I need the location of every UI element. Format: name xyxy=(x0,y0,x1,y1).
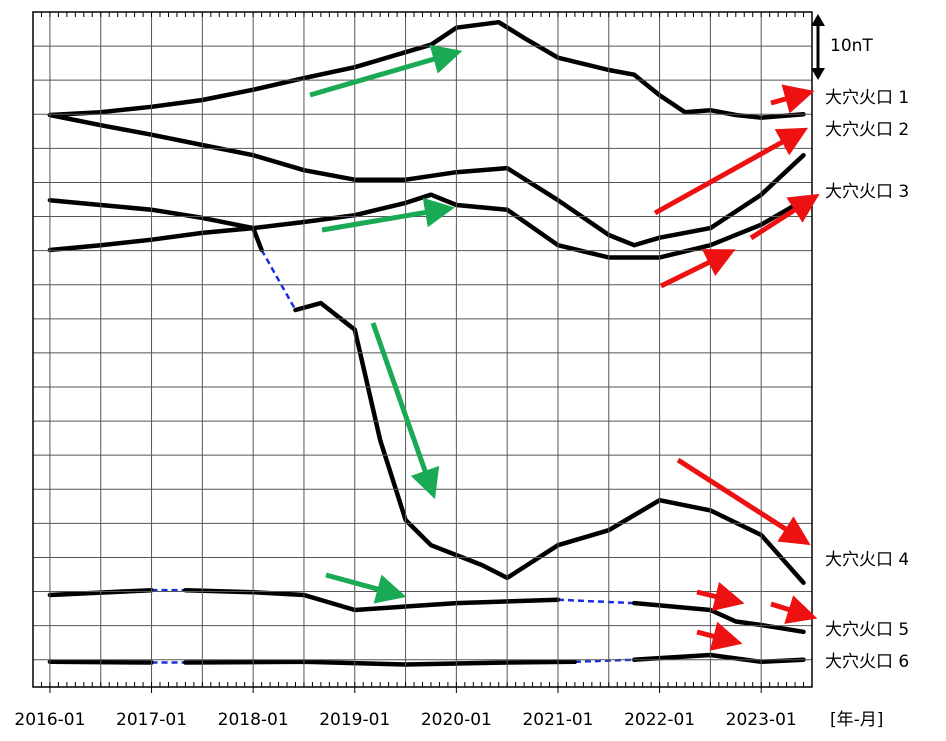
red-arrow xyxy=(676,457,811,546)
red-arrow xyxy=(696,621,743,651)
series: 大穴火口 5 xyxy=(47,587,909,640)
legend-label: 大穴火口 2 xyxy=(825,120,909,140)
legend-label: 大穴火口 5 xyxy=(825,620,909,640)
red-arrow xyxy=(659,249,736,289)
legend-label: 大穴火口 1 xyxy=(825,88,909,108)
scale-label: 10nT xyxy=(830,36,873,56)
series: 大穴火口 3 xyxy=(47,182,909,260)
legend-label: 大穴火口 4 xyxy=(825,550,909,570)
series: 大穴火口 4 xyxy=(47,197,909,585)
green-arrow xyxy=(321,197,455,233)
scale-bar-arrowhead xyxy=(811,14,825,26)
red-arrow xyxy=(696,581,745,612)
series: 大穴火口 1 xyxy=(47,19,909,120)
scale-bar-arrowhead xyxy=(811,68,825,80)
red-arrow xyxy=(770,595,818,624)
green-arrow xyxy=(309,44,463,98)
x-axis-label: [年-月] xyxy=(830,710,883,730)
trend-arrows xyxy=(309,44,820,651)
red-arrow xyxy=(653,127,809,216)
green-arrow xyxy=(370,322,440,500)
series: 大穴火口 6 xyxy=(47,652,909,672)
red-arrow xyxy=(749,193,820,241)
red-arrow xyxy=(770,84,815,114)
series-line xyxy=(47,192,806,260)
x-tick-labels: 2016-01 2017-01 2018-01 2019-01 2020-01 2021-… xyxy=(14,687,797,730)
legend-label: 大穴火口 6 xyxy=(825,652,909,672)
x-tick-label: 2018-01 xyxy=(218,710,289,730)
x-tick-label: 2017-01 xyxy=(116,710,187,730)
x-tick-label: 2023-01 xyxy=(726,710,797,730)
x-tick-label: 2021-01 xyxy=(522,710,593,730)
grid xyxy=(32,12,813,687)
series-line xyxy=(47,112,806,248)
plot-frame xyxy=(32,11,813,688)
scale-bar xyxy=(811,14,825,80)
x-tick-label: 2022-01 xyxy=(624,710,695,730)
interpolated-gap xyxy=(557,598,635,605)
series: 大穴火口 2 xyxy=(47,112,909,248)
series-line xyxy=(47,197,806,585)
series-line xyxy=(47,19,806,120)
legend-label: 大穴火口 3 xyxy=(825,182,909,202)
x-tick-label: 2019-01 xyxy=(319,710,390,730)
interpolated-gap xyxy=(260,249,297,311)
green-arrow xyxy=(325,572,407,604)
x-tick-label: 2020-01 xyxy=(421,710,492,730)
x-tick-label: 2016-01 xyxy=(14,710,85,730)
